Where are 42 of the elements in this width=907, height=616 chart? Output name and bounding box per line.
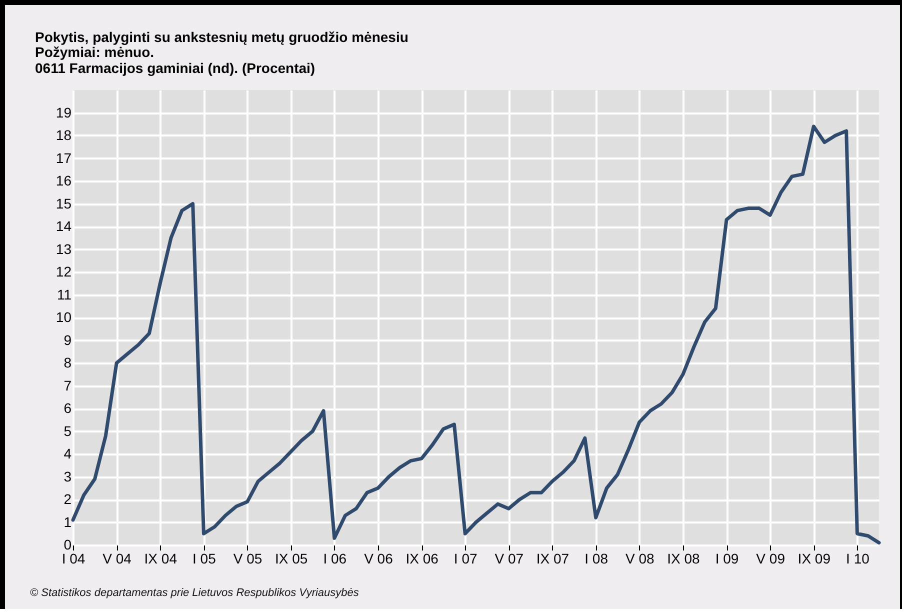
x-tick-label: I 06: [323, 550, 347, 566]
y-tick-label: 12: [56, 264, 72, 280]
chart-title: Pokytis, palyginti su ankstesnių metų gruodžio mėnesiu: [35, 29, 408, 45]
y-tick-label: 16: [56, 172, 72, 188]
x-tick-label: I 08: [584, 550, 608, 566]
y-tick-label: 2: [64, 491, 72, 507]
x-tick-label: V 08: [625, 550, 654, 566]
y-tick-label: 13: [56, 240, 72, 257]
x-tick-label: V 06: [364, 550, 394, 566]
y-tick-label: 17: [56, 150, 72, 166]
x-tick-label: IX 07: [536, 550, 570, 566]
y-tick-label: 18: [56, 127, 72, 143]
x-tick-label: I 05: [192, 550, 216, 566]
x-tick-label: IX 08: [667, 550, 700, 566]
x-tick-label: V 07: [494, 550, 524, 566]
chart-subtitle: Požymiai: mėnuo. 0611 Farmacijos gaminiai (nd). (Procentai): [35, 44, 316, 76]
y-tick-label: 14: [56, 218, 72, 234]
x-tick-label: I 09: [715, 550, 739, 566]
x-tick-label: V 05: [233, 550, 262, 566]
text: © Statistikos departamentas prie Lietuvos Respublikos Vyriausybės: [30, 587, 359, 599]
y-tick-label: 19: [56, 104, 72, 120]
y-tick-label: 3: [64, 468, 72, 484]
y-tick-label: 8: [64, 354, 72, 370]
y-tick-label: 5: [64, 422, 72, 439]
x-tick-label: IX 04: [144, 550, 178, 566]
x-tick-label: I 10: [846, 550, 870, 566]
y-tick-label: 9: [64, 332, 72, 348]
y-tick-label: 15: [56, 195, 72, 212]
x-tick-label: IX 09: [798, 550, 831, 566]
y-tick-label: 4: [64, 446, 72, 462]
x-tick-label: V 09: [756, 550, 786, 566]
y-tick-label: 0: [64, 536, 72, 552]
y-tick-label: 10: [56, 309, 72, 325]
y-tick-label: 6: [64, 400, 72, 416]
y-tick-label: 11: [56, 286, 72, 302]
x-tick-label: I 04: [62, 550, 86, 566]
x-tick-label: IX 06: [406, 550, 439, 566]
y-tick-label: 7: [64, 377, 72, 394]
x-tick-label: IX 05: [274, 550, 308, 566]
x-tick-label: I 07: [454, 550, 478, 566]
x-tick-label: V 04: [102, 550, 132, 566]
y-tick-label: 1: [64, 514, 72, 530]
